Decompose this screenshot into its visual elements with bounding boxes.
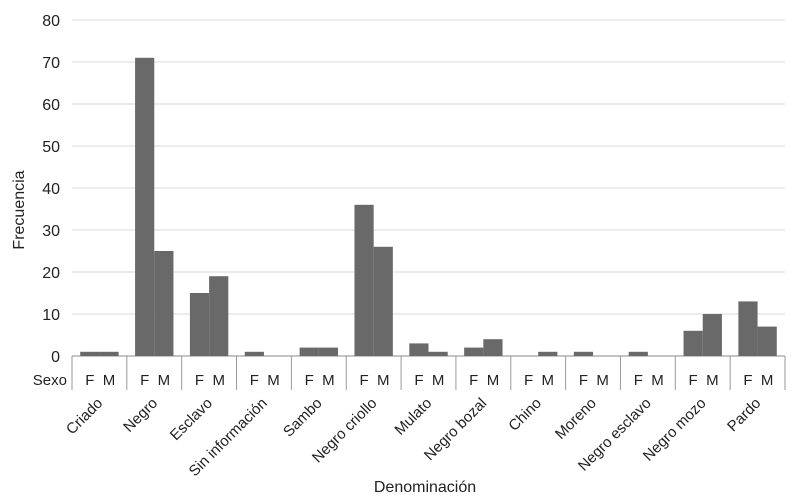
- bar-f: [244, 351, 264, 356]
- sex-label: F: [250, 372, 259, 389]
- sex-label: M: [267, 372, 280, 389]
- bar-m: [483, 339, 503, 356]
- category-label: Pardo: [724, 395, 764, 435]
- category-label: Criado: [63, 395, 106, 438]
- sex-label: M: [761, 372, 774, 389]
- bar-f: [738, 301, 758, 356]
- y-tick-label: 30: [42, 223, 60, 240]
- category-label: Chino: [505, 395, 545, 435]
- y-axis-ticks: 0 10 20 30 40 50 60 70 80: [42, 13, 60, 366]
- y-tick-label: 60: [42, 97, 60, 114]
- y-tick-label: 80: [42, 13, 60, 30]
- sex-label: M: [322, 372, 335, 389]
- sex-label: F: [140, 372, 149, 389]
- y-tick-label: 20: [42, 265, 60, 282]
- bar-f: [354, 204, 374, 356]
- bar-f: [573, 351, 594, 356]
- bar-m: [154, 251, 174, 356]
- sex-label: F: [85, 372, 94, 389]
- sex-label: F: [634, 372, 643, 389]
- category-label: Moreno: [552, 395, 600, 443]
- category-label: Mulato: [391, 395, 435, 439]
- sex-label: M: [487, 372, 500, 389]
- sex-label: F: [305, 372, 314, 389]
- sex-label: M: [377, 372, 390, 389]
- sex-label: F: [579, 372, 588, 389]
- x-axis-title: Denominación: [374, 479, 476, 496]
- bar-f: [628, 351, 648, 356]
- y-tick-label: 70: [42, 55, 60, 72]
- category-label: Sambo: [280, 395, 326, 441]
- sex-label: F: [195, 372, 204, 389]
- sex-label: F: [524, 372, 533, 389]
- y-tick-label: 0: [51, 349, 60, 366]
- bar-m: [702, 314, 722, 356]
- sex-label: M: [542, 372, 555, 389]
- gridlines: [71, 19, 786, 390]
- sex-label: M: [432, 372, 445, 389]
- sex-label: M: [103, 372, 116, 389]
- y-axis-title: Frecuencia: [11, 170, 28, 249]
- sex-label: F: [469, 372, 478, 389]
- sex-label: F: [689, 372, 698, 389]
- bar-f: [464, 347, 484, 356]
- y-tick-label: 50: [42, 139, 60, 156]
- bar-m: [99, 351, 119, 356]
- bar-f: [189, 293, 210, 356]
- sex-label: F: [359, 372, 368, 389]
- category-label: Negro: [120, 395, 161, 436]
- sex-label: M: [158, 372, 171, 389]
- sex-label: M: [651, 372, 664, 389]
- bars: [80, 57, 777, 357]
- bar-m: [373, 246, 393, 356]
- bar-f: [299, 347, 319, 356]
- sex-label: F: [414, 372, 423, 389]
- bar-m: [318, 347, 339, 356]
- sex-label: M: [212, 372, 225, 389]
- bar-m: [538, 351, 558, 356]
- bar-m: [209, 276, 229, 356]
- bar-f: [409, 343, 429, 356]
- bar-m: [428, 351, 448, 356]
- bar-f: [80, 351, 100, 356]
- sex-label: M: [706, 372, 719, 389]
- sex-label: F: [743, 372, 752, 389]
- category-label: Esclavo: [167, 395, 216, 444]
- bar-m: [757, 326, 777, 356]
- bar-f: [135, 57, 155, 357]
- sex-axis-label: Sexo: [33, 372, 67, 389]
- sex-label: M: [596, 372, 609, 389]
- y-tick-label: 40: [42, 181, 60, 198]
- bar-f: [683, 330, 703, 356]
- y-tick-label: 10: [42, 307, 60, 324]
